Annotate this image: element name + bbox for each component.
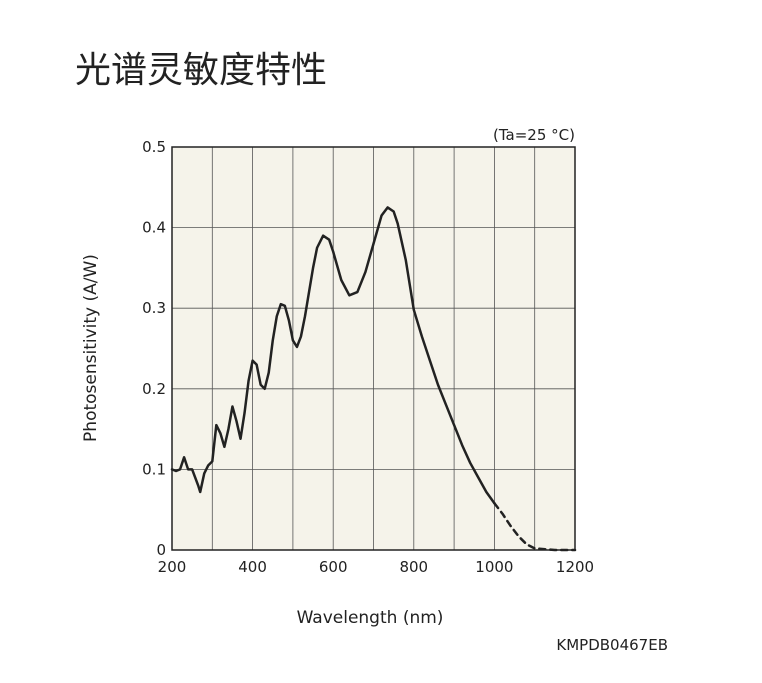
annotation: (Ta=25 °C) [493,126,575,144]
plot-frame [171,146,576,551]
y-tick-label: 0.4 [142,219,166,237]
y-tick-label: 0.5 [142,138,166,156]
x-tick-label: 200 [158,558,187,576]
y-tick-label: 0.3 [142,299,166,317]
y-axis-label: Photosensitivity (A/W) [81,254,101,442]
x-tick-label: 400 [238,558,267,576]
figure-code: KMPDB0467EB [556,636,668,654]
data-line [170,206,496,505]
data-line [493,502,577,552]
x-axis-label: Wavelength (nm) [297,608,444,628]
y-tick-label: 0 [156,541,166,559]
x-tick-label: 800 [399,558,428,576]
y-tick-label: 0.2 [142,380,166,398]
x-tick-label: 600 [319,558,348,576]
x-tick-label: 1200 [556,558,594,576]
y-tick-label: 0.1 [142,460,166,478]
x-tick-label: 1000 [475,558,513,576]
page-title: 光谱灵敏度特性 [75,50,327,91]
